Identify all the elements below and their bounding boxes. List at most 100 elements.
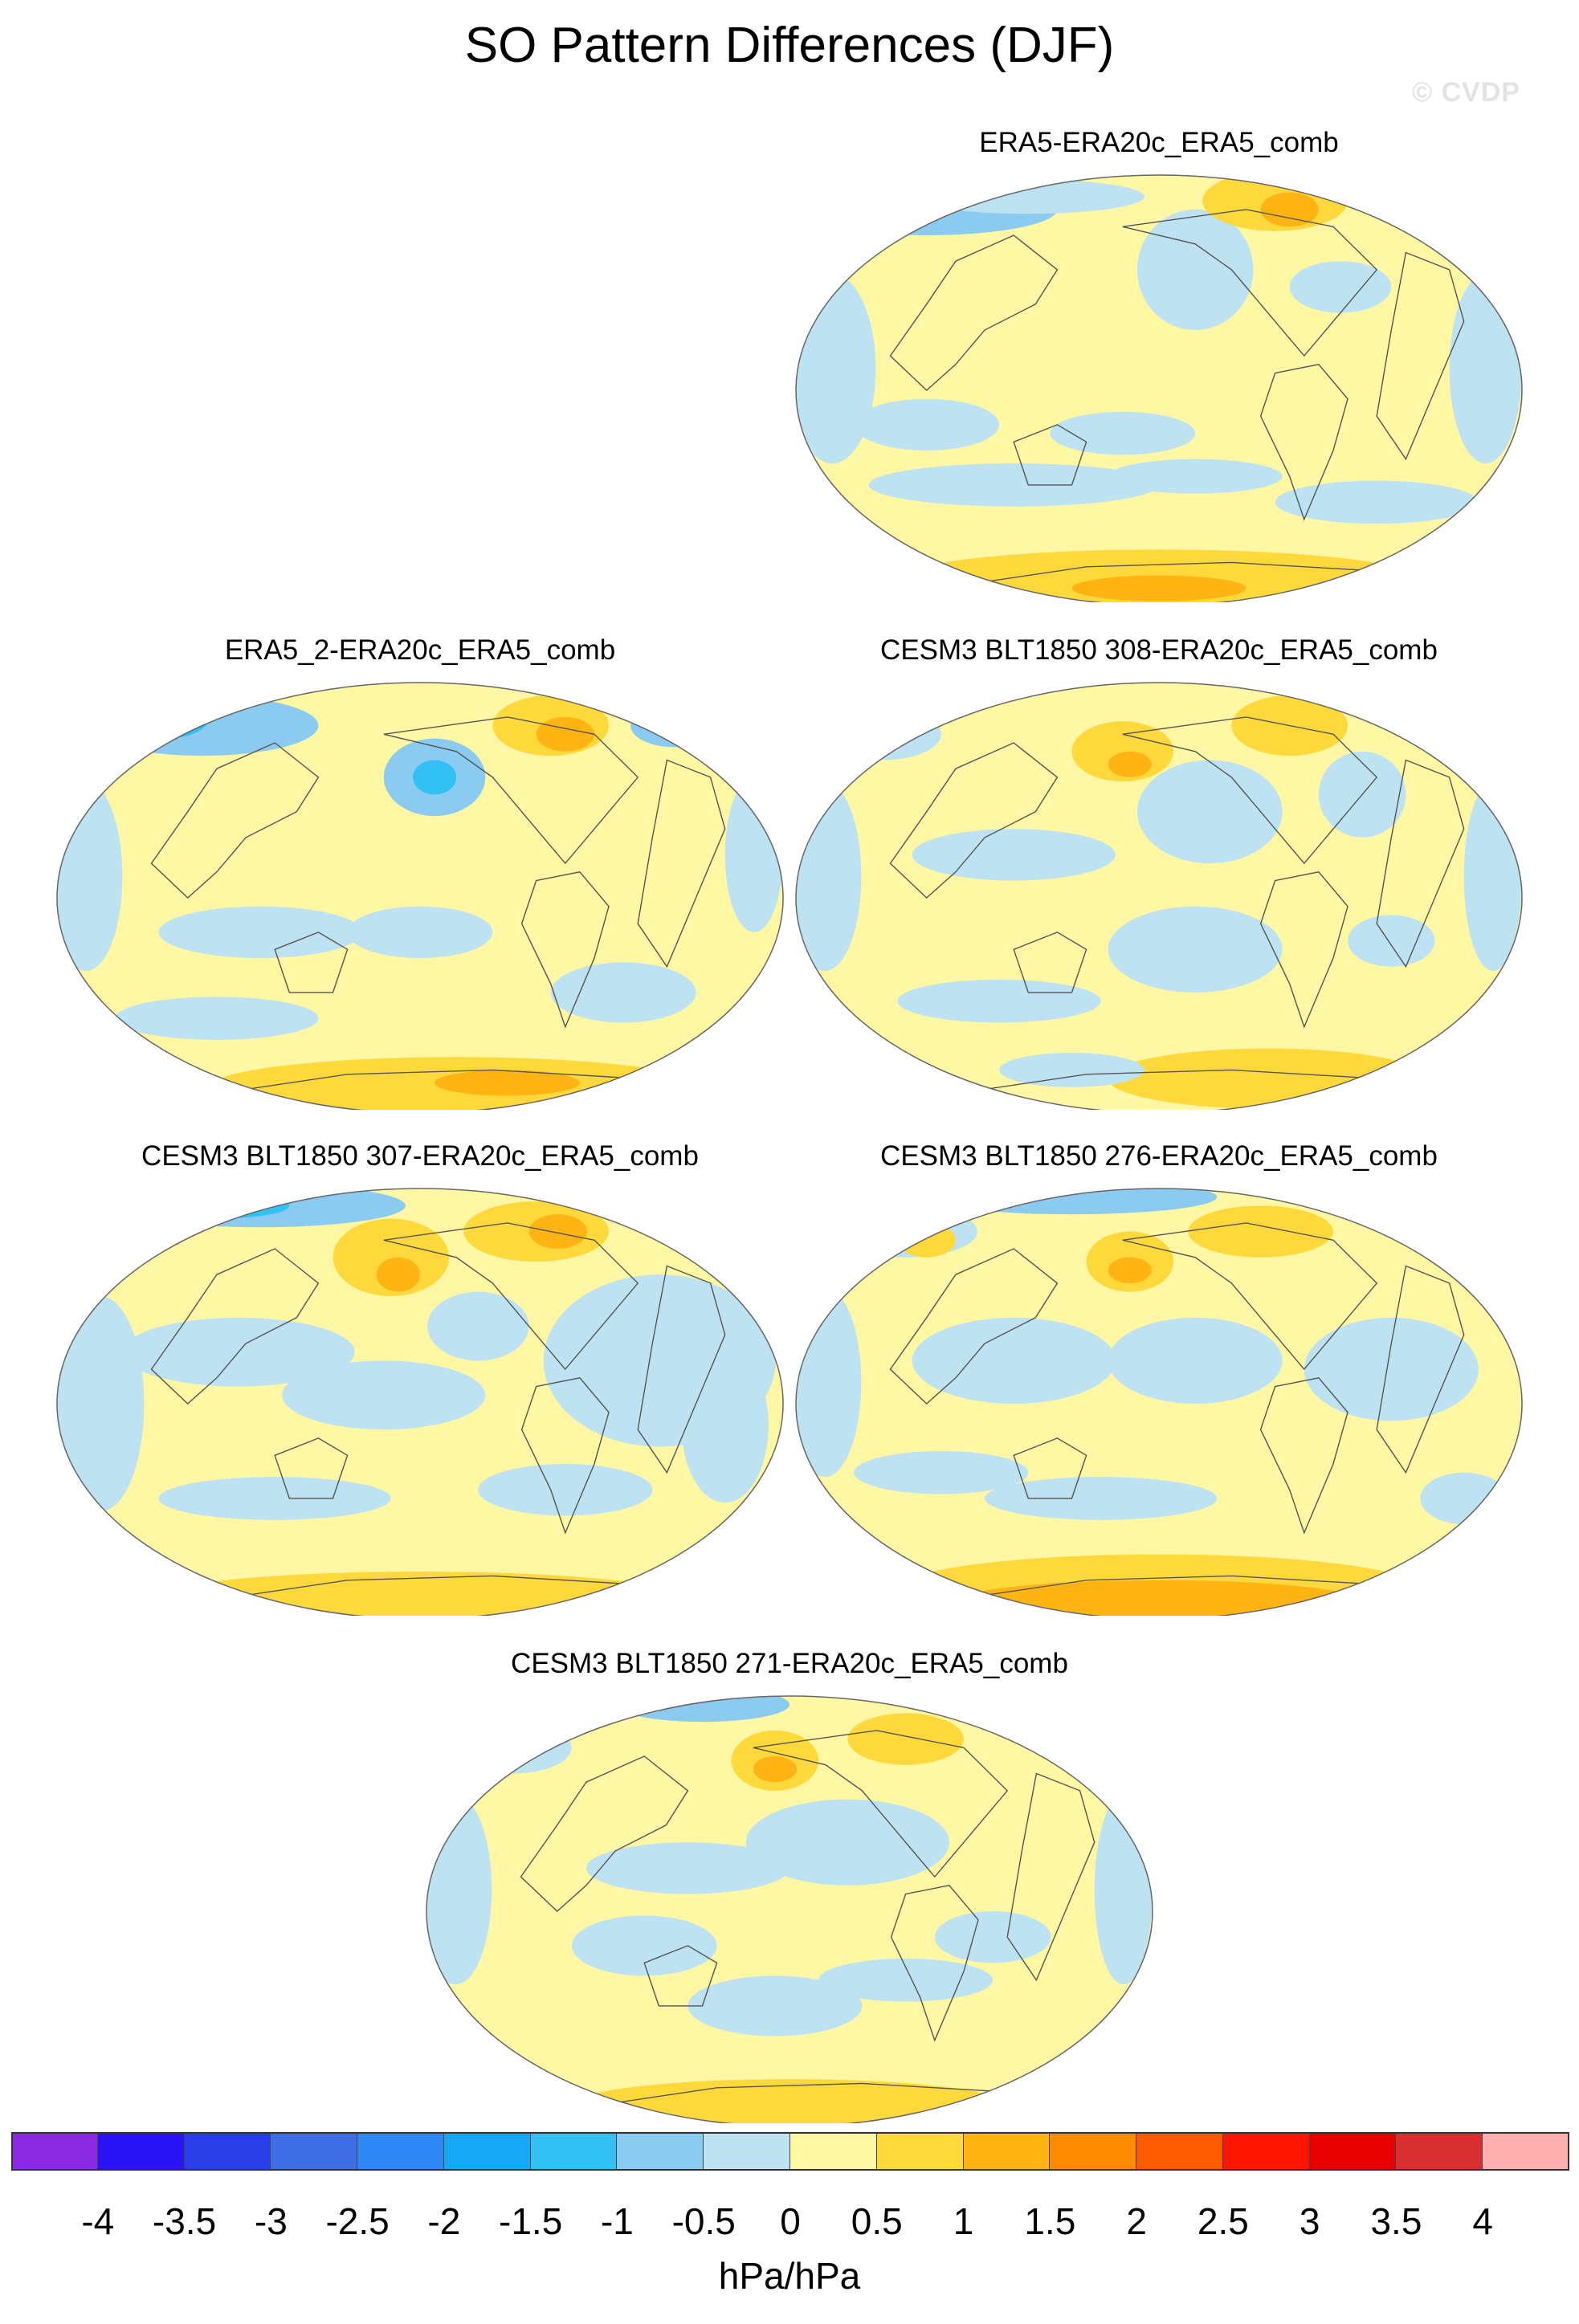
map-panel-2: ERA5_2-ERA20c_ERA5_comb [55,634,785,1116]
colorbar-tick-label: -1 [600,2200,634,2242]
coastline [889,234,1059,391]
contour-region [528,1214,587,1250]
figure-title: SO Pattern Differences (DJF) [464,18,1115,73]
contour-region [1108,1257,1152,1283]
contour-region [478,1464,653,1516]
contour-region [1304,1317,1479,1421]
colorbar-box [1136,2132,1223,2171]
colorbar-box [1222,2132,1310,2171]
coastline [1013,932,1087,993]
contour-region [158,1477,391,1520]
colorbar [11,2132,1569,2171]
coastline [1013,424,1087,486]
colorbar-box [876,2132,964,2171]
coastline [889,742,1059,899]
colorbar-box [530,2132,618,2171]
contour-region [1289,261,1392,313]
contour-region [854,398,1000,451]
contour-region [347,906,493,959]
colorbar-tick-label: 0 [780,2200,801,2242]
colorbar-box [184,2132,271,2171]
map-panel-6: CESM3 BLT1850 271-ERA20c_ERA5_comb [424,1648,1155,2130]
contour-region [912,179,1144,214]
contour-region [427,1291,529,1361]
map-plot [795,1188,1523,1616]
colorbar-tick-label: 4 [1472,2200,1494,2242]
coastline [150,1248,320,1405]
contour-region [158,906,362,959]
colorbar-tick-label: -2 [427,2200,461,2242]
coastline [1122,716,1378,865]
watermark: © CVDP [1412,77,1520,108]
coastline [520,871,610,1029]
contour-region [412,760,457,795]
colorbar-tick-label: 2.5 [1197,2200,1249,2242]
contour-region [144,1193,290,1219]
colorbar-frame [11,2132,1569,2171]
contour-region [854,1450,1029,1494]
contour-region [630,703,718,748]
contour-region [536,716,594,752]
colorbar-box [271,2132,358,2171]
colorbar-label: hPa/hPa [718,2255,861,2297]
map-panel-3: CESM3 BLT1850 308-ERA20c_ERA5_comb [794,634,1524,1116]
contour-region [1136,760,1283,864]
colorbar-box [1483,2132,1569,2171]
contour-region [1050,411,1196,455]
colorbar-tick-label: -0.5 [671,2200,736,2242]
contour-region [999,1052,1144,1087]
coastline [889,1248,1059,1405]
contour-region [847,1713,964,1765]
panel-title: CESM3 BLT1850 276-ERA20c_ERA5_comb [880,1140,1438,1172]
map-panel-5: CESM3 BLT1850 276-ERA20c_ERA5_comb [794,1140,1524,1622]
coastline [890,1885,979,2042]
coastline [1006,1772,1096,1982]
colorbar-tick-label: 3 [1299,2200,1320,2242]
contour-region [745,1799,949,1886]
contour-region [724,777,783,932]
map-border [795,1188,1523,1616]
colorbar-tick-label: -3 [254,2200,288,2242]
map-plot [56,1188,784,1616]
contour-region [897,1222,956,1258]
colorbar-tick-label: 2 [1126,2200,1147,2242]
contour-region [1420,1472,1508,1525]
colorbar-box [1050,2132,1137,2171]
contour-region [934,1911,1051,1963]
panel-title: CESM3 BLT1850 308-ERA20c_ERA5_comb [880,634,1438,666]
map-panel-1: ERA5-ERA20c_ERA5_comb [794,127,1524,609]
contour-region [912,1317,1116,1404]
colorbar-box [11,2132,98,2171]
contour-region [1449,274,1522,464]
contour-region [57,1296,145,1511]
contour-region [376,1257,420,1292]
contour-region [1463,781,1522,972]
coastline [637,1265,726,1474]
contour-region [435,1070,580,1096]
coastline [1122,1222,1378,1371]
map-border [795,174,1523,602]
coastline [1376,1265,1465,1474]
contour-region [333,1218,450,1296]
coastline [383,1222,639,1371]
contour-region [1260,192,1319,227]
panel-title: CESM3 BLT1850 307-ERA20c_ERA5_comb [141,1140,699,1172]
colorbar-tick-label: 3.5 [1370,2200,1422,2242]
map-border [426,1695,1153,2123]
contour-region [1188,1205,1333,1258]
contour-region [868,463,1159,507]
colorbar-box [1309,2132,1397,2171]
colorbar-box [1396,2132,1483,2171]
colorbar-box [617,2132,704,2171]
coastline [1259,871,1348,1029]
colorbar-tick-label: 0.5 [851,2200,903,2242]
map-plot [795,174,1523,602]
contour-region [1094,1795,1153,1985]
contour-region [1275,480,1479,524]
coastline [1259,1377,1348,1535]
coastline [1259,364,1348,521]
contour-region [1071,575,1246,601]
coastline [1376,759,1465,968]
coastline [383,716,639,865]
contour-region [122,695,210,739]
